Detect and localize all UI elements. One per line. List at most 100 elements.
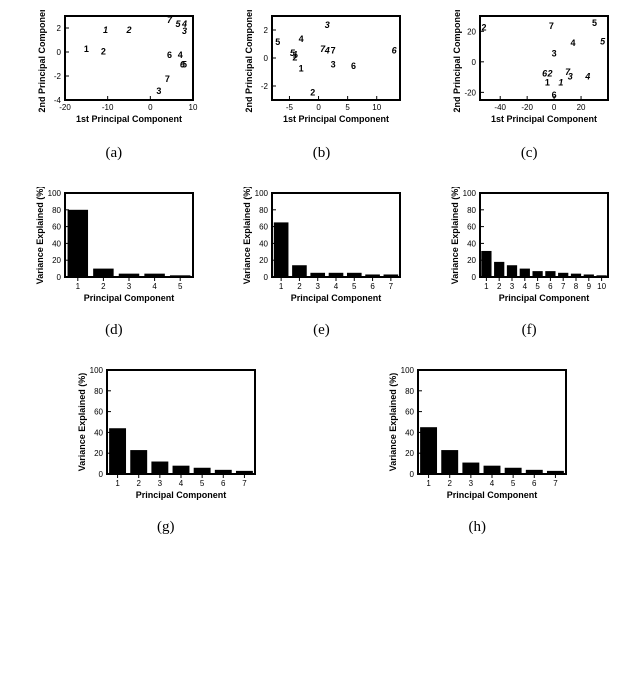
- scatter-point: 1: [84, 44, 89, 54]
- scatter-point: 7: [549, 21, 554, 31]
- scatter-point: 4: [181, 19, 187, 29]
- scatter-point: 5: [175, 19, 181, 29]
- svg-text:2: 2: [264, 26, 269, 35]
- svg-text:2: 2: [497, 282, 502, 291]
- panel-g: 0204060801001234567Principal ComponentVa…: [71, 364, 261, 556]
- svg-text:-4: -4: [54, 96, 62, 105]
- svg-text:0: 0: [552, 103, 557, 112]
- bar: [507, 265, 517, 277]
- panel-h: 0204060801001234567Principal ComponentVa…: [382, 364, 572, 556]
- bar: [109, 428, 126, 474]
- bar: [329, 273, 344, 277]
- svg-text:7: 7: [561, 282, 566, 291]
- svg-text:7: 7: [242, 479, 247, 488]
- caption-b: (b): [313, 145, 331, 162]
- svg-text:100: 100: [89, 366, 103, 375]
- x-axis-label: 1st Principal Component: [491, 114, 597, 124]
- caption-h: (h): [469, 519, 487, 536]
- svg-text:7: 7: [389, 282, 394, 291]
- x-axis-label: Principal Component: [499, 293, 590, 303]
- svg-text:5: 5: [536, 282, 541, 291]
- caption-g: (g): [157, 519, 175, 536]
- row-2: 02040608010012345Principal ComponentVari…: [10, 187, 633, 359]
- svg-text:6: 6: [548, 282, 553, 291]
- svg-text:5: 5: [346, 103, 351, 112]
- bar: [384, 274, 399, 277]
- x-axis-label: Principal Component: [447, 490, 538, 500]
- scatter-point: 6: [351, 61, 356, 71]
- panel-a: -20-10010-4-2021st Principal Component2n…: [29, 10, 199, 182]
- svg-text:0: 0: [56, 48, 61, 57]
- svg-text:80: 80: [467, 206, 476, 215]
- svg-text:6: 6: [221, 479, 226, 488]
- scatter-point: 1: [103, 25, 108, 35]
- bar: [463, 463, 480, 474]
- y-axis-label: Variance Explained (%): [450, 187, 460, 284]
- caption-f: (f): [522, 322, 537, 339]
- svg-text:0: 0: [264, 273, 269, 282]
- svg-text:0: 0: [148, 103, 153, 112]
- scatter-point: 6: [392, 45, 398, 55]
- y-axis-label: Variance Explained (%): [35, 187, 45, 284]
- svg-text:20: 20: [260, 256, 269, 265]
- caption-e: (e): [313, 322, 330, 339]
- svg-text:5: 5: [353, 282, 358, 291]
- scatter-point: 2: [547, 68, 553, 78]
- svg-text:80: 80: [52, 206, 61, 215]
- bar: [93, 269, 113, 277]
- svg-text:3: 3: [157, 479, 162, 488]
- panel-e: 0204060801001234567Principal ComponentVa…: [236, 187, 406, 359]
- svg-text:10: 10: [188, 103, 197, 112]
- svg-text:1: 1: [484, 282, 489, 291]
- svg-text:40: 40: [52, 239, 61, 248]
- svg-text:-10: -10: [102, 103, 114, 112]
- svg-text:-20: -20: [465, 88, 477, 97]
- svg-text:0: 0: [264, 54, 269, 63]
- scatter-point: 3: [552, 49, 557, 59]
- svg-text:60: 60: [467, 223, 476, 232]
- x-axis-label: 1st Principal Component: [283, 114, 389, 124]
- y-axis-label: Variance Explained (%): [388, 373, 398, 472]
- bar: [144, 274, 164, 277]
- chart-b: -50510-2021st Principal Component2nd Pri…: [236, 10, 406, 130]
- bar: [67, 210, 87, 277]
- svg-text:5: 5: [200, 479, 205, 488]
- bar: [520, 269, 530, 277]
- scatter-point: 7: [331, 45, 336, 55]
- svg-text:3: 3: [127, 282, 132, 291]
- svg-text:80: 80: [405, 387, 414, 396]
- bar: [311, 273, 326, 277]
- bar: [236, 471, 253, 474]
- svg-text:4: 4: [334, 282, 339, 291]
- svg-text:6: 6: [371, 282, 376, 291]
- svg-text:80: 80: [260, 206, 269, 215]
- svg-text:0: 0: [472, 273, 477, 282]
- svg-text:60: 60: [260, 223, 269, 232]
- chart-e: 0204060801001234567Principal ComponentVa…: [236, 187, 406, 307]
- svg-text:0: 0: [410, 470, 415, 479]
- scatter-point: 3: [325, 20, 330, 30]
- bar: [193, 468, 210, 474]
- bar: [172, 466, 189, 474]
- scatter-point: 7: [165, 74, 170, 84]
- bar: [420, 427, 437, 474]
- y-axis-label: Variance Explained (%): [77, 373, 87, 472]
- svg-text:2: 2: [298, 282, 303, 291]
- bar: [526, 470, 543, 474]
- svg-text:5: 5: [178, 282, 183, 291]
- scatter-point: 2: [311, 87, 316, 97]
- svg-text:4: 4: [152, 282, 157, 291]
- bar: [484, 466, 501, 474]
- svg-text:20: 20: [405, 449, 414, 458]
- bar: [442, 450, 459, 474]
- svg-text:40: 40: [94, 428, 103, 437]
- svg-text:10: 10: [373, 103, 382, 112]
- chart-f: 02040608010012345678910Principal Compone…: [444, 187, 614, 307]
- scatter-point: 1: [545, 78, 550, 88]
- scatter-point: 4: [571, 38, 576, 48]
- svg-text:1: 1: [115, 479, 120, 488]
- svg-text:60: 60: [52, 223, 61, 232]
- y-axis-label: Variance Explained (%): [242, 187, 252, 284]
- bar: [558, 273, 568, 277]
- row-1: -20-10010-4-2021st Principal Component2n…: [10, 10, 633, 182]
